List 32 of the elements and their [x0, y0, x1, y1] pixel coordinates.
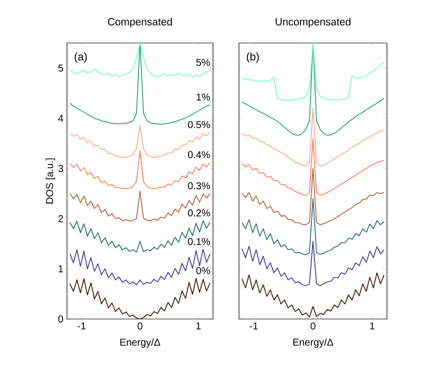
series-label: 0.1% — [188, 238, 210, 246]
line-series — [69, 220, 211, 253]
x-tick-label: 0 — [310, 322, 316, 330]
y-tick-label: 3 — [58, 164, 64, 172]
series-label: 5% — [196, 58, 210, 66]
chart-title: Uncompensated — [276, 18, 350, 28]
y-axis-title: DOS [a.u.] — [46, 158, 56, 204]
x-axis-title: Energy/Δ — [293, 338, 334, 348]
x-tick-label: 1 — [370, 322, 374, 330]
x-tick-label: 0 — [138, 322, 142, 330]
x-axis-title: Energy/Δ — [120, 338, 160, 348]
series-label: 1% — [196, 94, 210, 101]
series-label: 0.4% — [188, 151, 210, 158]
annotation: (b) — [246, 52, 259, 63]
y-tick-label: 1 — [58, 265, 63, 272]
line-series — [69, 150, 211, 189]
x-tick-label: 1 — [196, 322, 201, 330]
x-tick-label: -1 — [250, 322, 258, 330]
y-tick-label: 4 — [58, 114, 64, 122]
series-label: 0.5% — [188, 121, 210, 128]
x-tick-label: -1 — [78, 322, 86, 330]
line-series — [69, 278, 211, 319]
y-tick-label: 5 — [58, 64, 64, 72]
line-series — [69, 248, 211, 286]
series-label: 0.3% — [188, 182, 210, 190]
series-label: 0.2% — [188, 209, 210, 216]
line-series — [69, 190, 211, 222]
chart-title: Compensated — [108, 18, 172, 28]
y-tick-label: 0 — [58, 315, 64, 323]
series-label: 0% — [196, 267, 210, 274]
annotation: (a) — [74, 52, 87, 63]
y-tick-label: 2 — [58, 215, 63, 222]
